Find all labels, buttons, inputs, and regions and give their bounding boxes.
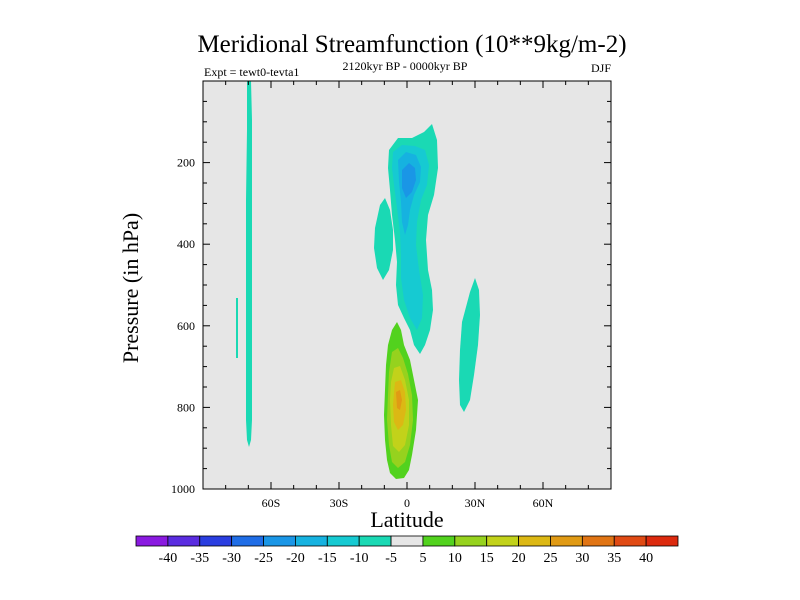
x-axis-title: Latitude — [370, 507, 443, 532]
y-tick-label: 400 — [177, 237, 195, 251]
experiment-label: Expt = tewt0-tevta1 — [204, 65, 299, 79]
colorbar-label: 5 — [419, 551, 426, 566]
season-label: DJF — [591, 61, 611, 75]
negative-strip-60s — [246, 81, 252, 447]
colorbar-label: -40 — [159, 551, 178, 566]
axis-ticks: 60S 30S 0 30N 60N 200 400 600 800 1000 — [171, 80, 612, 510]
colorbar: -40 -35 -30 -25 -20 -15 -10 -5 5 10 15 20 25 30 35 40 — [135, 535, 679, 566]
colorbar-swatch — [295, 535, 328, 547]
colorbar-label: 15 — [480, 551, 494, 566]
colorbar-swatch — [358, 535, 392, 547]
x-tick-label: 0 — [404, 496, 410, 510]
colorbar-label: 40 — [639, 551, 653, 566]
colorbar-swatch — [326, 535, 360, 547]
colorbar-swatch — [422, 535, 456, 547]
colorbar-swatch — [167, 535, 201, 547]
colorbar-label: -30 — [222, 551, 241, 566]
colorbar-swatch — [550, 535, 583, 547]
colorbar-label: -10 — [350, 551, 369, 566]
negative-lobe-30n — [459, 278, 480, 412]
colorbar-swatch — [645, 535, 679, 547]
x-tick-label: 30N — [465, 496, 486, 510]
chart-title: Meridional Streamfunction (10**9kg/m-2) — [197, 31, 626, 58]
colorbar-swatch — [518, 535, 551, 547]
colorbar-label: 30 — [575, 551, 589, 566]
negative-lobe-15s — [374, 198, 393, 280]
y-tick-label: 600 — [177, 319, 195, 333]
colorbar-swatch — [486, 535, 519, 547]
colorbar-label: 20 — [512, 551, 526, 566]
colorbar-swatch — [581, 535, 615, 547]
y-tick-label: 1000 — [171, 482, 195, 496]
colorbar-label: -15 — [318, 551, 337, 566]
negative-dash-72s — [236, 298, 238, 358]
colorbar-label: -25 — [254, 551, 273, 566]
negative-cell-core — [402, 163, 416, 198]
colorbar-swatch — [263, 535, 296, 547]
x-tick-label: 60N — [533, 496, 554, 510]
colorbar-swatch — [199, 535, 233, 547]
x-tick-label: 60S — [262, 496, 281, 510]
colorbar-swatch — [231, 535, 264, 547]
colorbar-swatch — [454, 535, 488, 547]
colorbar-label: 25 — [543, 551, 557, 566]
contour-fills — [236, 81, 480, 479]
positive-cell-core — [396, 390, 402, 410]
y-tick-label: 200 — [177, 156, 195, 170]
y-axis-title: Pressure (in hPa) — [118, 213, 143, 363]
colorbar-label: -35 — [190, 551, 209, 566]
colorbar-label: -20 — [286, 551, 305, 566]
time-range-label: 2120kyr BP - 0000kyr BP — [343, 59, 468, 73]
y-tick-label: 800 — [177, 400, 195, 414]
colorbar-swatch — [613, 535, 647, 547]
colorbar-label: 10 — [448, 551, 462, 566]
colorbar-label: 35 — [607, 551, 621, 566]
x-tick-label: 30S — [330, 496, 349, 510]
colorbar-swatch — [390, 535, 424, 547]
plot-area: 60S 30S 0 30N 60N 200 400 600 800 1000 — [171, 80, 612, 510]
colorbar-label: -5 — [385, 551, 397, 566]
colorbar-swatch — [135, 535, 169, 547]
